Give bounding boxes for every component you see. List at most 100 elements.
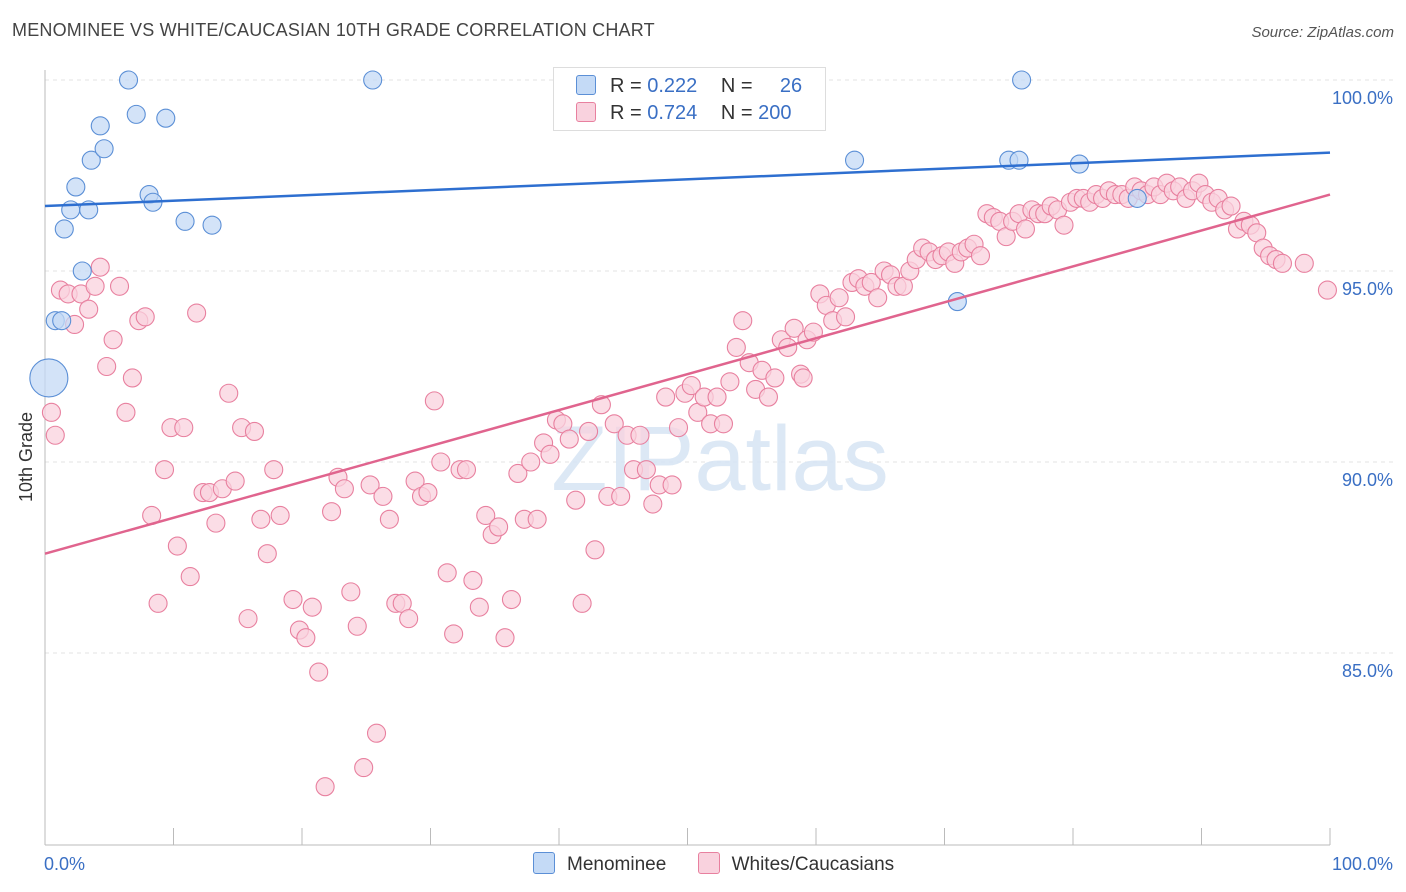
data-point (251, 509, 271, 529)
stats-row-whites: R = 0.724 N = 200 (576, 102, 792, 128)
trend-lines (44, 151, 1331, 555)
data-point (1272, 253, 1293, 273)
data-point (431, 452, 451, 472)
data-point (283, 589, 303, 610)
menominee-legend-swatch (533, 852, 555, 874)
data-point (970, 246, 991, 266)
y-axis-label: 10th Grade (16, 412, 36, 502)
data-point (238, 609, 258, 629)
y-tick-label: 100.0% (1332, 88, 1393, 108)
data-point (175, 211, 195, 231)
data-point (559, 429, 579, 449)
data-point (726, 337, 746, 357)
source-label: Source: ZipAtlas.com (1251, 24, 1394, 41)
data-point (66, 177, 86, 197)
data-point (836, 307, 856, 327)
data-point (1221, 196, 1241, 216)
data-point (418, 483, 438, 503)
n-label: N = (720, 75, 753, 97)
n-value: 200 (758, 102, 792, 124)
data-point (424, 391, 444, 411)
data-point (437, 563, 457, 583)
data-point (373, 486, 393, 506)
data-point (126, 104, 146, 124)
r-value: 0.222 (647, 75, 698, 97)
data-point (257, 544, 277, 564)
data-point (219, 383, 239, 403)
series-legend: Menominee Whites/Caucasians (533, 852, 920, 876)
data-point (527, 509, 547, 529)
data-point (45, 425, 65, 445)
n-value: 26 (779, 75, 803, 97)
r-value: 0.724 (647, 102, 698, 124)
x-tick-labels: 0.0% 100.0% (44, 854, 1393, 874)
data-point (662, 475, 682, 495)
data-point (225, 471, 245, 491)
data-point (784, 318, 804, 338)
data-point (341, 582, 361, 602)
data-point (572, 593, 592, 613)
data-point (94, 139, 114, 159)
data-point (29, 358, 69, 398)
grid-lines (45, 79, 1395, 654)
data-point (180, 567, 200, 587)
data-point (90, 257, 110, 277)
data-point (501, 589, 522, 610)
data-point (636, 460, 656, 480)
data-point (202, 215, 222, 235)
data-point (41, 402, 61, 422)
data-point (379, 509, 399, 529)
trend-line (44, 193, 1331, 555)
data-point (54, 219, 74, 239)
data-point (444, 624, 464, 644)
data-point (116, 402, 136, 422)
data-point (1127, 188, 1147, 208)
data-point (521, 452, 541, 472)
y-tick-label: 85.0% (1342, 661, 1393, 681)
whites-swatch (576, 102, 596, 122)
data-point (758, 387, 779, 407)
data-point (765, 368, 785, 388)
data-point (733, 311, 753, 331)
data-point (154, 460, 175, 480)
data-point (681, 376, 701, 396)
data-point (206, 513, 226, 533)
data-point (187, 303, 207, 323)
data-point (81, 150, 101, 170)
data-point (1317, 280, 1337, 300)
data-point (296, 628, 316, 648)
data-point (97, 356, 117, 377)
menominee-swatch (576, 75, 596, 95)
data-point (469, 597, 489, 617)
data-point (1012, 70, 1032, 90)
data-point (103, 330, 123, 350)
data-point (829, 288, 849, 308)
chart-title: MENOMINEE VS WHITE/CAUCASIAN 10TH GRADE … (12, 20, 655, 40)
legend-label: Menominee (567, 854, 667, 875)
data-point (156, 108, 176, 128)
x-tick-label: 0.0% (44, 854, 85, 874)
data-point (579, 421, 599, 441)
data-point (366, 723, 387, 743)
data-point (585, 540, 605, 560)
data-point (489, 517, 509, 537)
data-point (643, 494, 663, 514)
trend-line (44, 151, 1331, 208)
data-point (793, 368, 813, 388)
data-point (656, 387, 676, 407)
series-whites-caucasians (41, 173, 1337, 797)
data-point (508, 463, 528, 484)
data-point (167, 536, 187, 556)
y-tick-labels: 85.0% 90.0% 95.0% 100.0% (1332, 88, 1393, 681)
data-point (244, 421, 265, 441)
data-point (495, 628, 515, 648)
data-point (347, 616, 367, 636)
data-point (868, 288, 888, 308)
legend-item-whites: Whites/Caucasians (697, 852, 894, 876)
data-point (844, 150, 865, 170)
r-label: R = (610, 75, 642, 97)
r-label: R = (610, 102, 642, 124)
data-point (720, 372, 740, 392)
y-tick-label: 95.0% (1342, 279, 1393, 299)
